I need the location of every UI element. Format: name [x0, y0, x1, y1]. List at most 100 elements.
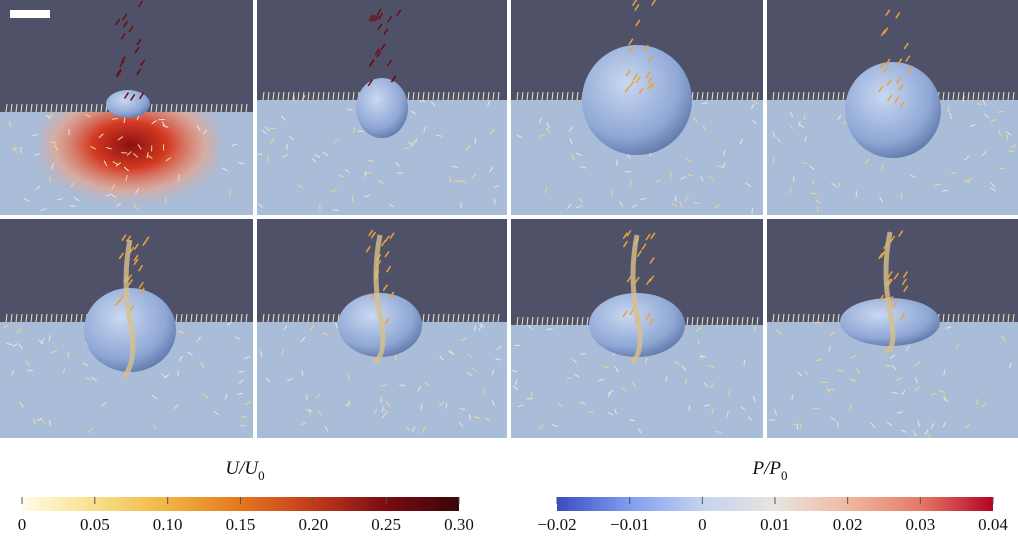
jet-arrow	[885, 58, 891, 66]
flow-arrow	[855, 368, 861, 375]
jet-arrow	[386, 15, 393, 23]
flow-arrow	[949, 113, 952, 120]
flow-arrow	[644, 357, 648, 364]
flow-arrow	[680, 175, 686, 180]
flow-arrow	[111, 184, 116, 190]
flow-arrow	[941, 189, 948, 192]
flow-arrow	[797, 120, 802, 127]
surface-arrow	[457, 313, 460, 323]
flow-arrow	[424, 381, 431, 387]
jet-arrow	[648, 317, 654, 325]
flow-arrow	[413, 138, 418, 144]
jet-arrow	[134, 46, 140, 54]
surface-arrow	[322, 313, 325, 323]
flow-arrow	[809, 165, 815, 170]
flow-arrow	[982, 150, 987, 157]
jet-arrow	[121, 234, 127, 242]
flow-arrow	[791, 395, 794, 402]
surface-arrow	[240, 103, 243, 113]
surface-arrow	[50, 313, 53, 323]
flow-arrow	[399, 384, 406, 387]
flow-arrow	[671, 202, 678, 207]
flow-arrow	[489, 166, 494, 173]
flow-arrow	[471, 173, 477, 179]
surface-arrow	[442, 313, 445, 323]
flow-arrow	[914, 377, 918, 384]
velocity-glow	[40, 112, 220, 222]
flow-arrow	[368, 159, 375, 162]
surface-arrow	[230, 103, 233, 113]
flow-arrow	[688, 405, 691, 412]
surface-arrow	[746, 316, 749, 326]
surface-arrow	[972, 91, 975, 101]
surface-arrow	[1002, 313, 1005, 323]
surface-arrow	[967, 313, 970, 323]
surface-arrow	[307, 313, 310, 323]
surface-arrow	[225, 313, 228, 323]
surface-arrow	[35, 313, 38, 323]
surface-arrow	[487, 313, 490, 323]
colorbar-tick-label: 0.02	[833, 515, 863, 534]
jet-arrow	[632, 73, 639, 80]
surface-arrow	[536, 316, 539, 326]
flow-arrow	[20, 146, 22, 153]
surface-arrow	[551, 316, 554, 326]
surface-arrow	[526, 316, 529, 326]
surface-arrow	[842, 91, 845, 101]
flow-arrow	[454, 180, 461, 183]
jet-arrow	[133, 254, 139, 262]
flow-arrow	[1008, 362, 1012, 369]
flow-arrow	[380, 384, 387, 387]
flow-arrow	[451, 165, 458, 169]
flow-arrow	[826, 387, 831, 394]
jet-arrow	[878, 85, 884, 93]
surface-arrow	[561, 91, 564, 101]
jet	[121, 239, 136, 379]
surface-arrow	[716, 316, 719, 326]
flow-arrow	[365, 171, 372, 175]
flow-arrow	[901, 429, 907, 433]
flow-arrow	[837, 182, 841, 189]
flow-arrow	[629, 179, 632, 186]
surface-arrow	[437, 91, 440, 101]
flow-arrow	[11, 147, 18, 150]
surface-arrow	[696, 316, 699, 326]
flow-arrow	[162, 124, 169, 128]
surface-arrow	[977, 313, 980, 323]
flow-arrow	[213, 411, 220, 416]
surface-arrow	[317, 313, 320, 323]
jet-arrow	[645, 71, 651, 79]
flow-arrow	[514, 379, 518, 386]
surface-arrow	[245, 103, 248, 113]
jet-arrow	[384, 317, 390, 325]
flow-arrow	[27, 369, 34, 372]
flow-arrow	[684, 195, 689, 201]
flow-arrow	[224, 393, 228, 400]
flow-arrow	[33, 418, 36, 425]
flow-arrow	[466, 372, 473, 377]
flow-arrow	[709, 382, 714, 389]
surface-arrow	[756, 91, 759, 101]
surface-arrow	[5, 103, 8, 113]
flow-arrow	[50, 163, 55, 170]
flow-arrow	[980, 403, 987, 408]
surface-arrow	[55, 103, 58, 113]
surface-arrow	[100, 103, 103, 113]
surface-arrow	[701, 316, 704, 326]
colorbar-title: U/U0	[225, 458, 264, 483]
flow-arrow	[314, 154, 321, 158]
flow-arrow	[684, 378, 688, 385]
flow-arrow	[774, 409, 778, 416]
flow-arrow	[990, 187, 997, 192]
surface-arrow	[807, 91, 810, 101]
flow-arrow	[259, 351, 263, 358]
flow-arrow	[45, 115, 52, 120]
surface-arrow	[531, 316, 534, 326]
surface-arrow	[711, 316, 714, 326]
flow-arrow	[631, 382, 637, 388]
jet-arrow	[897, 58, 903, 66]
surface-arrow	[225, 103, 228, 113]
surface-arrow	[190, 103, 193, 113]
flow-arrow	[815, 321, 822, 324]
surface-arrow	[516, 316, 519, 326]
